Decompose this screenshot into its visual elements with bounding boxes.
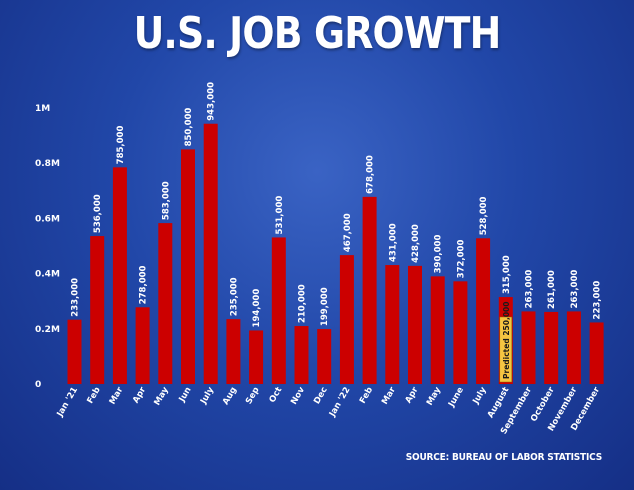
x-axis-labels: Jan '21 Feb Mar Apr May Jun July Aug Sep Oct Nov De…	[55, 385, 603, 436]
chart-title: U.S. JOB GROWTH	[133, 8, 502, 59]
bar-13	[362, 196, 377, 384]
bar-2	[112, 167, 127, 384]
bar-4	[158, 223, 173, 384]
value-label-3: 278,000	[139, 265, 149, 304]
category-label-5: Jun	[177, 386, 194, 405]
category-label-3: Apr	[131, 385, 148, 405]
value-label-19: 315,000	[502, 255, 512, 294]
bar-12	[339, 255, 354, 384]
value-label-16: 390,000	[434, 235, 444, 274]
value-label-0: 233,000	[71, 278, 81, 317]
category-label-6: July	[198, 385, 216, 407]
value-label-17: 372,000	[456, 240, 466, 279]
category-label-14: Mar	[380, 385, 398, 407]
bar-14	[385, 265, 400, 384]
bar-17	[453, 281, 468, 384]
y-tick-label-2: 0.4M	[35, 270, 60, 280]
category-label-9: Oct	[268, 386, 285, 405]
value-label-2: 785,000	[116, 126, 126, 165]
bar-0	[67, 319, 82, 384]
bar-22	[566, 311, 581, 384]
prediction-box	[499, 316, 513, 383]
category-label-17: June	[446, 385, 466, 409]
value-label-21: 261,000	[547, 270, 557, 309]
value-label-5: 850,000	[184, 108, 194, 147]
bar-7	[226, 319, 241, 384]
y-tick-label-3: 0.6M	[35, 214, 60, 224]
bar-21	[544, 311, 559, 384]
y-tick-label-0: 0	[35, 380, 41, 390]
category-label-1: Feb	[85, 386, 102, 406]
bar-1	[90, 236, 105, 384]
category-label-13: Feb	[358, 386, 375, 406]
category-label-7: Aug	[221, 386, 239, 407]
value-label-6: 943,000	[207, 82, 217, 121]
value-label-22: 263,000	[570, 270, 580, 309]
value-label-18: 528,000	[479, 196, 489, 235]
category-label-11: Dec	[312, 386, 330, 406]
value-label-12: 467,000	[343, 213, 353, 252]
bar-23	[589, 322, 604, 384]
prediction-annotation: Predicted 250,000	[499, 302, 513, 383]
value-labels: 233,000 536,000 785,000 278,000 583,000 850,0…	[71, 82, 603, 328]
y-tick-label-4: 0.8M	[35, 159, 60, 169]
value-label-14: 431,000	[388, 223, 398, 262]
bar-6	[203, 123, 218, 385]
category-label-10: Nov	[289, 385, 307, 406]
bar-8	[249, 330, 264, 384]
category-label-0: Jan '21	[55, 385, 80, 419]
value-label-1: 536,000	[93, 194, 103, 233]
bar-15	[408, 265, 422, 384]
category-label-8: Sep	[244, 386, 262, 407]
value-label-15: 428,000	[411, 224, 421, 263]
category-label-18: July	[471, 385, 489, 407]
y-axis: 0 0.2M 0.4M 0.6M 0.8M 1M	[35, 104, 60, 390]
value-label-13: 678,000	[366, 155, 376, 194]
prediction-label: Predicted 250,000	[502, 302, 511, 379]
value-label-8: 194,000	[252, 289, 262, 328]
bar-9	[271, 237, 286, 384]
category-label-2: Mar	[108, 385, 126, 407]
y-tick-label-1: 0.2M	[35, 325, 60, 335]
bar-5	[181, 149, 195, 384]
category-label-16: May	[425, 385, 444, 407]
category-label-12: Jan '22	[327, 385, 352, 419]
bar-3	[135, 307, 150, 384]
value-label-7: 235,000	[229, 277, 239, 316]
value-label-4: 583,000	[161, 181, 171, 220]
value-label-20: 263,000	[525, 270, 535, 309]
category-label-15: Apr	[404, 385, 421, 405]
bar-20	[521, 311, 536, 384]
bars	[67, 123, 604, 385]
value-label-23: 223,000	[593, 281, 603, 320]
category-label-4: May	[152, 385, 171, 407]
value-label-9: 531,000	[275, 196, 285, 235]
bar-11	[317, 329, 332, 384]
bar-18	[476, 238, 491, 384]
value-label-11: 199,000	[320, 287, 330, 326]
bar-16	[430, 276, 445, 384]
bar-10	[294, 326, 309, 384]
source-note: SOURCE: BUREAU OF LABOR STATISTICS	[405, 452, 602, 463]
value-label-10: 210,000	[298, 284, 308, 323]
y-tick-label-5: 1M	[35, 104, 50, 114]
